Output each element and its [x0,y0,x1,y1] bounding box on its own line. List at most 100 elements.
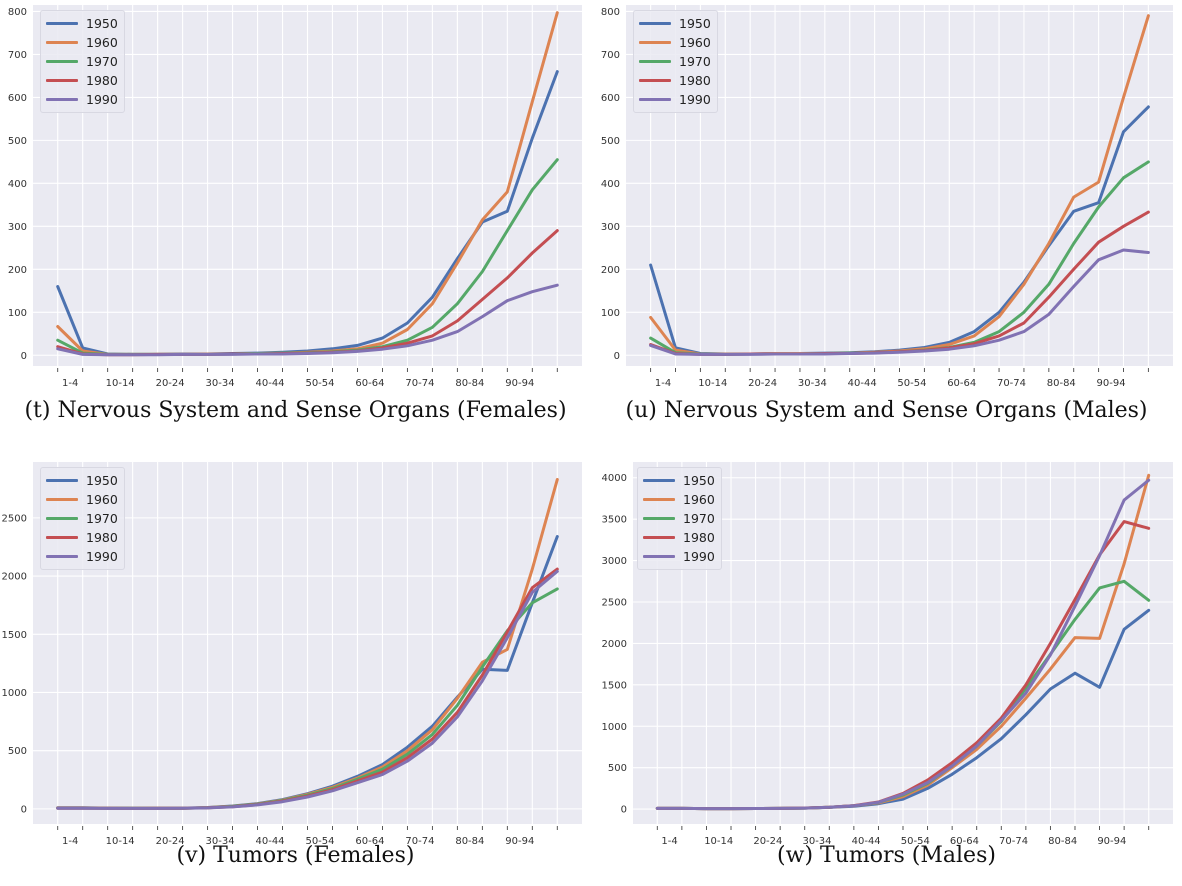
y-tick-label: 3500 [602,515,627,526]
y-tick-label: 300 [601,222,620,233]
legend-swatch [639,41,671,44]
chart-caption: (w) Tumors (Males) [777,843,996,868]
legend-label: 1970 [86,511,118,526]
legend-label: 1950 [86,16,118,31]
legend-label: 1970 [683,511,715,526]
x-tick-label: 20-24 [753,836,782,847]
y-tick-label: 1000 [602,722,627,733]
x-tick-label: 10-14 [698,378,727,389]
x-tick-label: 50-54 [305,836,334,847]
legend-item: 1990 [46,547,118,566]
legend-label: 1990 [86,92,118,107]
legend-label: 1950 [683,473,715,488]
y-tick-label: 200 [601,265,620,276]
legend-swatch [46,22,78,25]
legend-label: 1990 [86,549,118,564]
legend-item: 1970 [46,52,118,71]
x-tick-label: 10-14 [704,836,733,847]
y-tick-label: 0 [621,805,627,816]
y-tick-label: 600 [601,93,620,104]
y-tick-label: 4000 [602,473,627,484]
y-tick-label: 0 [614,351,620,362]
x-tick-label: 70-74 [405,378,434,389]
x-tick-label: 20-24 [748,378,777,389]
legend-item: 1990 [639,90,711,109]
legend-label: 1980 [86,530,118,545]
x-tick-label: 40-44 [255,836,284,847]
legend-swatch [643,536,675,539]
x-tick-label: 30-34 [206,378,235,389]
x-tick-label: 40-44 [255,378,284,389]
series-line-1990 [56,569,559,810]
x-tick-label: 20-24 [156,836,185,847]
series-line-1990 [56,283,559,357]
chart-caption: (t) Nervous System and Sense Organs (Fem… [24,398,567,423]
legend-swatch [643,517,675,520]
y-tick-label: 300 [8,222,27,233]
x-tick-label: 40-44 [848,378,877,389]
x-tick-label: 40-44 [852,836,881,847]
legend-label: 1960 [683,492,715,507]
y-tick-label: 1500 [602,680,627,691]
y-tick-label: 200 [8,265,27,276]
legend-label: 1970 [679,54,711,69]
x-tick-label: 1-4 [655,378,671,389]
y-tick-label: 100 [601,308,620,319]
x-tick-label: 90-94 [505,378,534,389]
legend-item: 1980 [639,71,711,90]
x-tick-label: 30-34 [802,836,831,847]
x-tick-label: 10-14 [106,378,135,389]
x-tick-label: 70-74 [997,378,1026,389]
y-tick-label: 800 [601,7,620,18]
chart-panel-u: 0 100 200 300 400 500 600 700 800 1-4 10-14 20-24 30… [591,0,1182,443]
chart-caption: (u) Nervous System and Sense Organs (Mal… [625,398,1148,423]
chart-legend: 1950 1960 1970 1980 1990 [637,467,722,570]
legend-item: 1950 [46,471,118,490]
legend-swatch [46,555,78,558]
legend-label: 1990 [679,92,711,107]
legend-label: 1980 [679,73,711,88]
series-line-1990 [649,248,1150,356]
x-tick-label: 60-64 [355,836,384,847]
legend-swatch [46,79,78,82]
x-tick-label: 70-74 [405,836,434,847]
legend-item: 1950 [639,14,711,33]
legend-item: 1960 [46,490,118,509]
legend-swatch [643,498,675,501]
legend-item: 1970 [639,52,711,71]
chart-legend: 1950 1960 1970 1980 1990 [40,467,125,570]
x-tick-label: 80-84 [455,378,484,389]
y-tick-label: 0 [21,351,27,362]
y-tick-label: 0 [21,804,27,815]
legend-item: 1950 [643,471,715,490]
x-tick-label: 1-4 [62,378,78,389]
y-tick-label: 400 [8,179,27,190]
x-tick-label: 20-24 [156,378,185,389]
y-tick-label: 500 [608,763,627,774]
chart-panel-w: 0 500 1000 1500 2000 2500 3000 3500 4000 1-4 10-14… [591,443,1182,886]
legend-swatch [46,498,78,501]
x-tick-label: 80-84 [1048,836,1077,847]
x-tick-label: 70-74 [999,836,1028,847]
series-line-1990 [655,478,1151,811]
y-tick-label: 2000 [602,639,627,650]
y-tick-label: 500 [8,746,27,757]
legend-item: 1960 [46,33,118,52]
x-tick-label: 60-64 [950,836,979,847]
legend-item: 1990 [643,547,715,566]
chart-legend: 1950 1960 1970 1980 1990 [40,10,125,113]
x-tick-label: 80-84 [455,836,484,847]
y-tick-label: 500 [8,136,27,147]
x-tick-label: 1-4 [62,836,78,847]
legend-label: 1980 [86,73,118,88]
x-tick-label: 30-34 [206,836,235,847]
legend-item: 1980 [46,71,118,90]
legend-label: 1950 [679,16,711,31]
y-tick-label: 3000 [602,556,627,567]
legend-swatch [46,98,78,101]
x-tick-label: 10-14 [106,836,135,847]
legend-swatch [46,60,78,63]
y-tick-label: 2500 [2,513,27,524]
x-tick-label: 90-94 [1097,836,1126,847]
y-tick-label: 2500 [602,597,627,608]
